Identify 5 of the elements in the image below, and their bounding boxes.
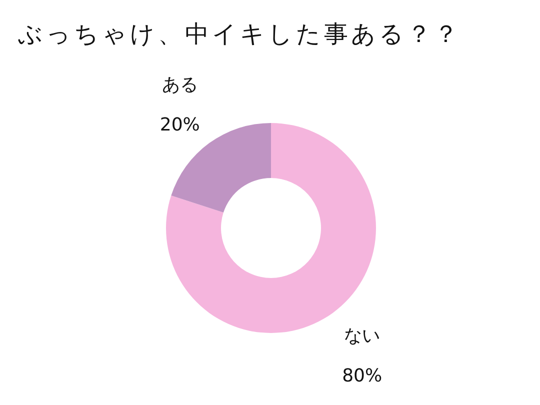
slice-label: ある	[162, 74, 198, 96]
data-label: 80%	[342, 365, 382, 386]
data-label: 20%	[160, 114, 200, 136]
slice-label: ない	[344, 325, 380, 346]
chart-title: ぶっちゃけ、中イキした事ある？？	[18, 20, 461, 48]
